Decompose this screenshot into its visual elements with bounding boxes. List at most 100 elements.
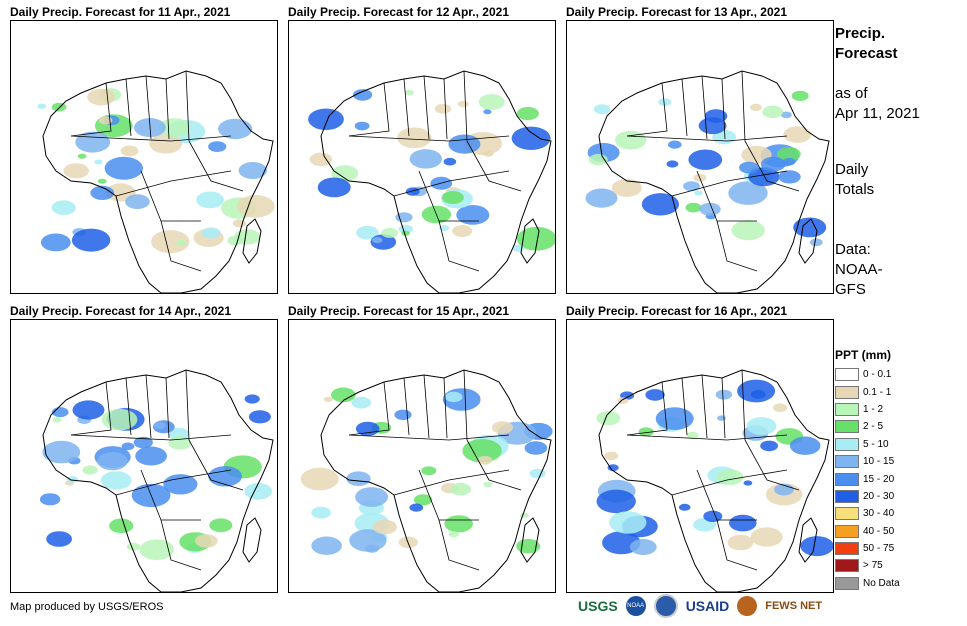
legend-label: 15 - 20 xyxy=(863,473,895,485)
precip-area xyxy=(783,126,812,143)
country-border xyxy=(165,78,170,140)
legend-item: 15 - 20 xyxy=(835,470,900,487)
precip-area xyxy=(237,195,275,218)
totals-label: Daily Totals xyxy=(835,160,874,200)
legend-label: 50 - 75 xyxy=(863,543,895,555)
precip-area xyxy=(778,170,801,184)
madagascar-outline xyxy=(242,517,262,563)
precip-area xyxy=(716,469,744,486)
precip-map xyxy=(566,20,834,294)
precip-area xyxy=(37,103,47,109)
title-line: Precip. xyxy=(835,25,886,42)
precip-area xyxy=(100,471,132,490)
country-border xyxy=(125,377,132,436)
country-border xyxy=(160,519,202,571)
country-border xyxy=(716,519,758,571)
madagascar-outline xyxy=(520,517,540,563)
precip-area xyxy=(439,225,450,231)
precip-area xyxy=(351,396,372,409)
country-border xyxy=(741,369,746,441)
precip-area xyxy=(63,163,89,179)
credit-text: Map produced by USGS/EROS xyxy=(10,601,164,613)
precip-area xyxy=(729,514,757,532)
precip-area xyxy=(244,394,260,404)
data-line: Data: xyxy=(835,241,871,258)
precip-area xyxy=(356,225,379,240)
as-of-value: Apr 11, 2021 xyxy=(835,105,920,122)
precip-area xyxy=(694,190,703,196)
precip-area xyxy=(331,387,356,403)
precip-area xyxy=(800,536,833,557)
legend-item: > 75 xyxy=(835,557,900,574)
precip-area xyxy=(645,389,665,401)
country-border xyxy=(744,439,800,491)
precip-area xyxy=(120,145,139,157)
precip-area xyxy=(462,439,502,463)
precip-area xyxy=(139,539,174,560)
africa-map-svg xyxy=(37,70,275,293)
precip-area xyxy=(666,160,679,168)
country-border xyxy=(681,377,688,436)
map-panel: Daily Precip. Forecast for 13 Apr., 2021 xyxy=(566,4,834,294)
precip-area xyxy=(483,481,493,488)
country-border xyxy=(348,82,390,137)
precip-area xyxy=(743,480,753,486)
precip-area xyxy=(52,417,62,423)
africa-map-svg xyxy=(596,369,833,592)
legend-swatch xyxy=(835,507,859,521)
precip-area xyxy=(477,455,493,465)
country-border xyxy=(403,78,410,137)
precip-area xyxy=(133,436,153,449)
legend-label: 0.1 - 1 xyxy=(863,386,892,398)
precip-area xyxy=(609,511,647,534)
legend-swatch xyxy=(835,420,859,434)
precip-area xyxy=(395,212,413,223)
country-border xyxy=(348,381,390,436)
country-border xyxy=(741,70,746,142)
country-border xyxy=(403,377,410,436)
usaid-logo: USAID xyxy=(685,598,730,614)
legend-label: 10 - 15 xyxy=(863,456,895,468)
precip-area xyxy=(516,106,539,121)
precip-area xyxy=(311,506,331,519)
precip-area xyxy=(97,178,107,184)
legend-item: 10 - 15 xyxy=(835,453,900,470)
precip-area xyxy=(104,156,143,180)
precip-area xyxy=(443,157,457,166)
precip-area xyxy=(629,539,657,555)
madagascar-outline xyxy=(242,218,262,264)
country-border xyxy=(348,434,510,441)
africa-map-svg xyxy=(585,70,830,293)
precip-area xyxy=(232,219,246,228)
map-panel: Daily Precip. Forecast for 14 Apr., 2021 xyxy=(10,303,278,593)
precip-area xyxy=(593,104,611,115)
precip-area xyxy=(731,220,765,241)
precip-area xyxy=(244,483,272,500)
precip-area xyxy=(125,194,150,210)
legend-swatch xyxy=(835,489,859,503)
usda-seal-icon xyxy=(653,594,678,618)
precip-area xyxy=(46,531,72,547)
usgs-logo: USGS xyxy=(578,598,618,614)
precip-area xyxy=(397,127,432,149)
legend-item: 0.1 - 1 xyxy=(835,383,900,400)
precip-area xyxy=(448,531,459,538)
precip-area xyxy=(434,103,452,114)
precip-layer xyxy=(300,387,553,555)
precip-area xyxy=(791,90,809,101)
precip-area xyxy=(195,534,218,548)
legend-items: 0 - 0.1 0.1 - 1 1 - 2 2 - 5 5 - 10 10 - 15 15 … xyxy=(835,366,900,592)
precip-area xyxy=(596,411,621,426)
data-line: NOAA- xyxy=(835,261,883,278)
precip-area xyxy=(750,527,783,547)
africa-map-svg xyxy=(300,369,553,592)
africa-coastline xyxy=(42,70,274,293)
precip-area xyxy=(715,389,733,400)
legend-item: 20 - 30 xyxy=(835,488,900,505)
as-of-date: as of Apr 11, 2021 xyxy=(835,84,920,124)
country-border xyxy=(70,135,232,142)
precip-map xyxy=(566,319,834,593)
precip-area xyxy=(611,178,642,197)
precip-area xyxy=(158,118,191,138)
country-border xyxy=(165,377,170,439)
